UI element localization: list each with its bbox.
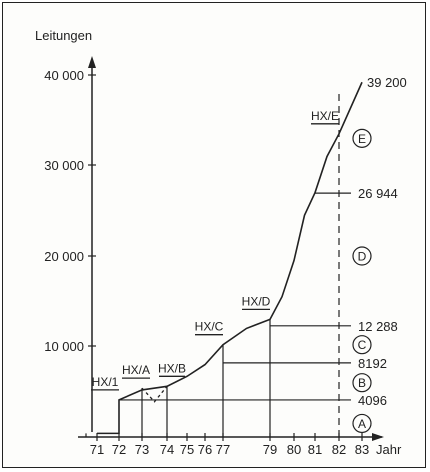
x-tick-label: 80 — [287, 442, 301, 457]
y-tick-label: 20 000 — [44, 249, 84, 264]
level-label: 4096 — [358, 393, 387, 408]
milestone-label: HX/C — [195, 320, 224, 334]
dashed-dip — [141, 385, 168, 403]
level-label: 12 288 — [358, 319, 398, 334]
milestone-label: HX/D — [242, 294, 271, 308]
y-axis-arrow — [88, 56, 96, 68]
milestone-label: HX/1 — [92, 375, 119, 389]
region-label: C — [358, 338, 367, 352]
region-circle — [352, 413, 372, 434]
region-label: A — [358, 417, 366, 431]
x-tick-label: 83 — [355, 442, 369, 457]
y-tick-label: 30 000 — [44, 158, 84, 173]
y-tick-label: 10 000 — [44, 339, 84, 354]
chart-frame — [2, 2, 426, 468]
x-tick-label: 73 — [135, 442, 149, 457]
x-tick-label: 75 — [180, 442, 194, 457]
region-circle — [352, 128, 372, 148]
milestone-label: HX/E — [311, 109, 339, 123]
x-tick-label: 81 — [308, 442, 322, 457]
level-label: 26 944 — [358, 186, 398, 201]
series-line — [97, 81, 363, 435]
region-circle — [352, 373, 372, 393]
x-tick-label: 79 — [263, 442, 277, 457]
x-tick-label: 71 — [90, 442, 104, 457]
x-tick-label: 74 — [160, 442, 174, 457]
region-circle — [352, 335, 372, 355]
x-axis-label: Jahr — [376, 442, 402, 457]
level-label: 8192 — [358, 356, 387, 371]
x-tick-label: 76 — [198, 442, 212, 457]
region-label: E — [358, 132, 366, 146]
x-tick-label: 82 — [332, 442, 346, 457]
y-axis-label: Leitungen — [35, 28, 92, 43]
end-value-label: 39 200 — [367, 75, 407, 90]
region-label: D — [358, 250, 367, 264]
y-tick-label: 40 000 — [44, 68, 84, 83]
x-tick-label: 72 — [112, 442, 126, 457]
region-circle — [352, 246, 372, 266]
milestone-label: HX/A — [122, 363, 150, 377]
milestone-label: HX/B — [158, 361, 186, 375]
x-axis-arrow — [372, 433, 384, 441]
x-tick-label: 77 — [216, 442, 230, 457]
region-label: B — [358, 376, 366, 390]
